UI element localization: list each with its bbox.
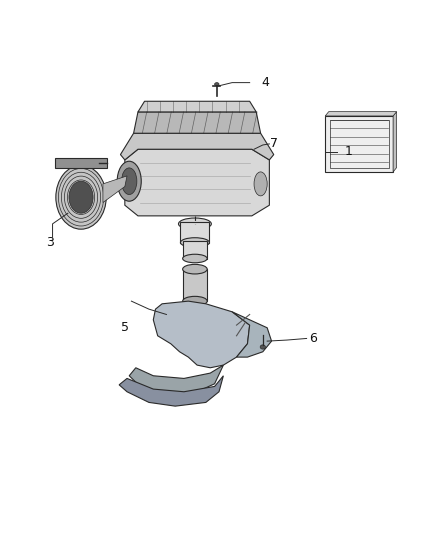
Text: 6: 6 <box>309 332 317 345</box>
Polygon shape <box>103 176 127 203</box>
Text: 4: 4 <box>261 76 269 89</box>
Polygon shape <box>129 365 223 394</box>
Polygon shape <box>232 312 272 357</box>
Bar <box>180 222 209 243</box>
Ellipse shape <box>183 264 207 274</box>
Polygon shape <box>325 112 396 116</box>
Text: 7: 7 <box>270 138 278 150</box>
Bar <box>183 241 207 259</box>
Polygon shape <box>393 112 396 172</box>
Ellipse shape <box>215 83 219 86</box>
Polygon shape <box>153 301 250 368</box>
Ellipse shape <box>69 181 93 213</box>
Ellipse shape <box>183 296 207 306</box>
Polygon shape <box>134 112 261 133</box>
Ellipse shape <box>260 345 265 349</box>
Polygon shape <box>138 101 256 112</box>
Ellipse shape <box>117 161 141 201</box>
Ellipse shape <box>183 254 207 263</box>
Text: 3: 3 <box>46 236 54 249</box>
Bar <box>55 158 107 168</box>
Text: 5: 5 <box>121 321 129 334</box>
Bar <box>329 120 389 167</box>
Ellipse shape <box>180 238 209 247</box>
Ellipse shape <box>56 165 106 229</box>
Text: 1: 1 <box>344 146 352 158</box>
Ellipse shape <box>178 218 211 230</box>
Bar <box>325 116 393 172</box>
Polygon shape <box>119 376 223 406</box>
Ellipse shape <box>121 168 137 195</box>
Bar <box>183 269 207 301</box>
Polygon shape <box>125 149 269 216</box>
Polygon shape <box>120 133 274 160</box>
Ellipse shape <box>254 172 267 196</box>
